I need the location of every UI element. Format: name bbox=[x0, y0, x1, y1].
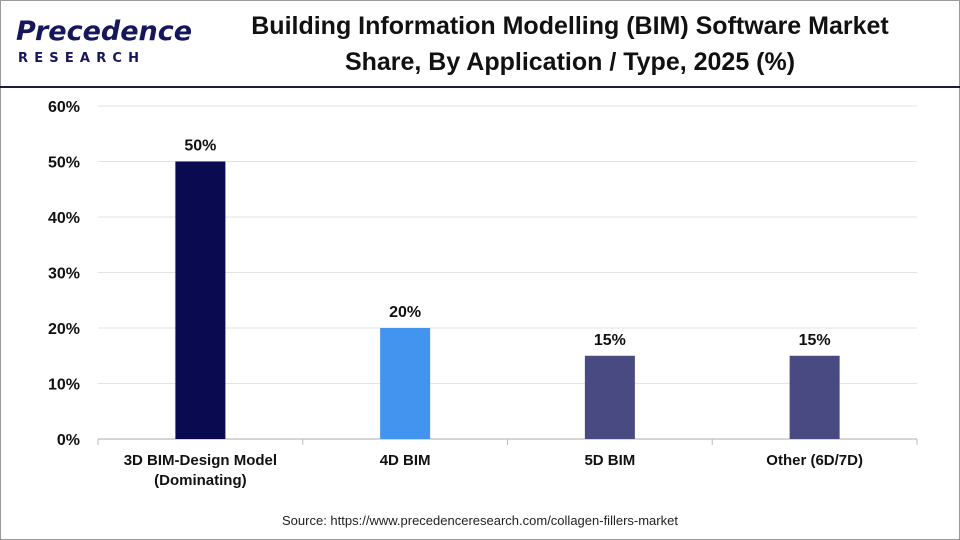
chart-title-line-1: Building Information Modelling (BIM) Sof… bbox=[251, 12, 889, 40]
y-tick-label: 30% bbox=[48, 266, 80, 283]
bar-value-label: 15% bbox=[594, 332, 626, 349]
brand-subtitle: RESEARCH bbox=[18, 51, 146, 66]
chart-title-line-2: Share, By Application / Type, 2025 (%) bbox=[344, 48, 796, 76]
x-tick-label: 3D BIM-Design Model bbox=[124, 452, 277, 469]
bar bbox=[380, 328, 431, 439]
header: Precedence RESEARCH Building Information… bbox=[0, 0, 960, 88]
brand-name: Precedence bbox=[16, 16, 193, 47]
bar-value-label: 20% bbox=[389, 304, 421, 321]
y-tick-label: 50% bbox=[48, 155, 80, 172]
y-tick-label: 0% bbox=[57, 432, 80, 449]
y-tick-label: 10% bbox=[48, 377, 80, 394]
chart-title: Building Information Modelling (BIM) Sof… bbox=[200, 8, 940, 80]
bar-chart: 0% 10% 20% 30% 40% 50% 60% 50% 3D BIM-Design Mod… bbox=[48, 99, 918, 489]
bar bbox=[789, 355, 840, 439]
bar bbox=[175, 161, 226, 439]
x-tick-label: Other (6D/7D) bbox=[766, 452, 863, 469]
y-tick-label: 60% bbox=[48, 99, 80, 116]
y-tick-label: 40% bbox=[48, 210, 80, 227]
header-divider bbox=[0, 86, 960, 88]
x-tick-label: 5D BIM bbox=[584, 452, 635, 469]
brand-logo: Precedence RESEARCH bbox=[16, 14, 192, 74]
x-tick-label: 4D BIM bbox=[380, 452, 431, 469]
source-note: Source: https://www.precedenceresearch.c… bbox=[282, 513, 678, 528]
y-tick-label: 20% bbox=[48, 321, 80, 338]
bar-value-label: 15% bbox=[799, 332, 831, 349]
x-tick-label: (Dominating) bbox=[154, 472, 246, 489]
bar bbox=[584, 355, 635, 439]
bar-value-label: 50% bbox=[184, 138, 216, 155]
